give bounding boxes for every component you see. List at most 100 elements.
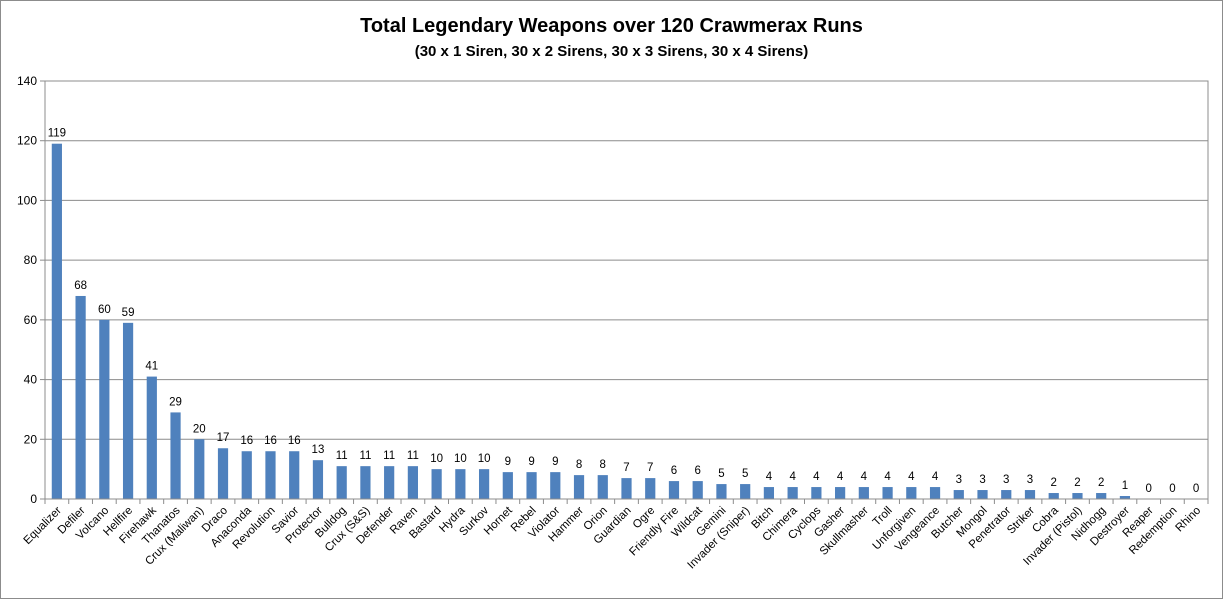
data-label: 4 <box>932 471 939 483</box>
bar <box>289 451 300 499</box>
bar <box>431 469 442 499</box>
y-tick-label: 140 <box>17 74 37 88</box>
y-tick-label: 40 <box>24 373 38 387</box>
bar <box>550 472 561 499</box>
data-label: 3 <box>956 474 962 486</box>
bar <box>241 451 252 499</box>
data-label: 10 <box>454 453 467 465</box>
bar <box>170 412 181 499</box>
data-label: 3 <box>1027 474 1033 486</box>
data-label: 11 <box>336 450 348 462</box>
data-label: 4 <box>861 471 868 483</box>
y-axis: 0 20 40 60 80 100 120 140 <box>17 74 45 506</box>
data-label: 3 <box>979 474 985 486</box>
data-label: 7 <box>623 462 629 474</box>
data-label: 20 <box>193 423 206 435</box>
data-label: 9 <box>505 456 511 468</box>
bar <box>668 481 680 499</box>
data-label: 8 <box>600 459 606 471</box>
bar <box>763 487 775 499</box>
y-tick-label: 0 <box>30 492 37 506</box>
bar <box>597 475 608 499</box>
bar <box>835 487 846 499</box>
bar <box>146 376 157 499</box>
data-label: 7 <box>647 462 653 474</box>
data-label: 68 <box>74 280 87 292</box>
bar <box>953 490 964 499</box>
bar <box>1001 490 1012 499</box>
x-tick-label: Striker <box>1005 505 1037 537</box>
bar <box>621 478 632 499</box>
chart-subtitle: (30 x 1 Siren, 30 x 2 Sirens, 30 x 3 Sir… <box>414 43 809 60</box>
data-label: 11 <box>407 450 419 462</box>
data-label: 41 <box>145 361 158 373</box>
bar <box>882 487 893 499</box>
data-label: 8 <box>576 459 582 471</box>
data-label: 9 <box>552 456 558 468</box>
data-label: 6 <box>695 465 701 477</box>
data-label: 16 <box>240 435 253 447</box>
data-label: 2 <box>1098 477 1104 489</box>
data-label: 2 <box>1051 477 1057 489</box>
data-label: 16 <box>264 435 277 447</box>
data-label: 16 <box>288 435 301 447</box>
bar <box>692 481 703 499</box>
data-label: 10 <box>430 453 443 465</box>
bar <box>51 143 62 499</box>
bar <box>194 439 205 499</box>
data-label: 59 <box>122 307 135 319</box>
data-label: 11 <box>359 450 371 462</box>
data-label: 3 <box>1003 474 1009 486</box>
data-label: 4 <box>908 471 915 483</box>
data-label: 4 <box>884 471 891 483</box>
bar <box>455 469 466 499</box>
y-tick-label: 20 <box>24 432 38 446</box>
bar <box>75 295 86 499</box>
data-label: 4 <box>766 471 773 483</box>
bar <box>573 475 585 499</box>
bars <box>51 143 1131 499</box>
bar <box>526 472 537 499</box>
bar <box>1119 496 1131 499</box>
x-tick-label: Rhino <box>1174 505 1204 535</box>
bar <box>99 319 110 499</box>
data-label: 17 <box>217 432 230 444</box>
data-label: 5 <box>742 468 748 480</box>
data-label: 6 <box>671 465 677 477</box>
data-label: 4 <box>837 471 844 483</box>
data-label: 1 <box>1122 480 1128 492</box>
bar <box>122 322 134 499</box>
data-label: 10 <box>478 453 491 465</box>
bar <box>787 487 798 499</box>
bar <box>740 484 751 499</box>
y-tick-label: 60 <box>24 313 38 327</box>
y-tick-label: 100 <box>17 193 37 207</box>
data-label: 2 <box>1074 477 1080 489</box>
y-tick-label: 120 <box>17 134 37 148</box>
data-label: 5 <box>718 468 724 480</box>
bar <box>478 469 490 499</box>
bar <box>360 466 371 499</box>
bar <box>336 466 347 499</box>
bar <box>1048 493 1059 499</box>
data-label: 0 <box>1193 483 1199 495</box>
bar <box>1024 490 1036 499</box>
bar <box>1096 493 1107 499</box>
data-label: 13 <box>312 444 325 456</box>
chart-title: Total Legendary Weapons over 120 Crawmer… <box>360 15 863 37</box>
bar <box>1072 493 1083 499</box>
bar <box>716 484 727 499</box>
bar <box>217 448 229 499</box>
bar <box>906 487 917 499</box>
bar <box>265 451 276 499</box>
data-label: 9 <box>528 456 534 468</box>
data-label: 119 <box>48 128 66 140</box>
bar <box>502 472 513 499</box>
x-axis: EqualizerDefilerVolcanoHellfireFirehawkT… <box>22 498 1209 571</box>
data-label: 60 <box>98 304 111 316</box>
data-label: 4 <box>813 471 820 483</box>
data-label: 11 <box>383 450 395 462</box>
